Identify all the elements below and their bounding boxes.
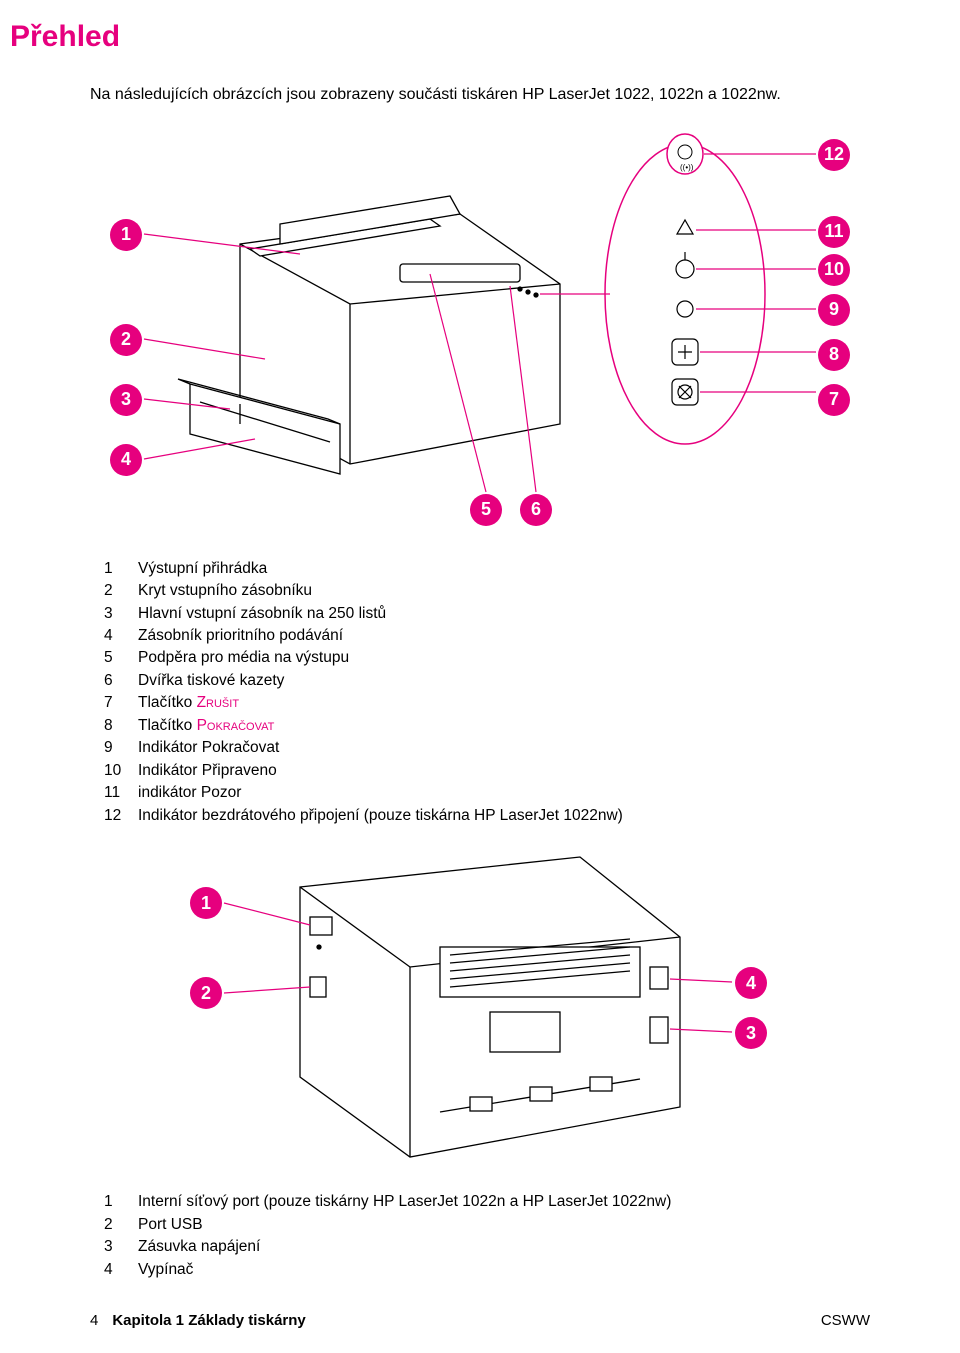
legend-text: Výstupní přihrádka xyxy=(138,558,267,580)
callout-2: 2 xyxy=(110,324,142,356)
legend-row: 2Port USB xyxy=(104,1214,870,1236)
legend-row: 11indikátor Pozor xyxy=(104,782,870,804)
rear-legend: 1Interní síťový port (pouze tiskárny HP … xyxy=(104,1191,870,1281)
footer-chapter: Kapitola 1 Základy tiskárny xyxy=(112,1312,305,1329)
legend-row: 1Interní síťový port (pouze tiskárny HP … xyxy=(104,1191,870,1213)
callout-11: 11 xyxy=(818,216,850,248)
legend-num: 5 xyxy=(104,647,138,669)
callout-10: 10 xyxy=(818,254,850,286)
callout-8: 8 xyxy=(818,339,850,371)
legend-row: 1Výstupní přihrádka xyxy=(104,558,870,580)
callout-9: 9 xyxy=(818,294,850,326)
legend-num: 4 xyxy=(104,625,138,647)
legend-text: Indikátor Připraveno xyxy=(138,760,277,782)
legend-text: Podpěra pro média na výstupu xyxy=(138,647,349,669)
legend-text: Port USB xyxy=(138,1214,203,1236)
printer-rear-svg xyxy=(180,847,780,1177)
legend-text: Indikátor bezdrátového připojení (pouze … xyxy=(138,805,623,827)
callout-5: 5 xyxy=(470,494,502,526)
callout-7: 7 xyxy=(818,384,850,416)
legend-text: indikátor Pozor xyxy=(138,782,241,804)
legend-row: 12Indikátor bezdrátového připojení (pouz… xyxy=(104,805,870,827)
legend-row: 6Dvířka tiskové kazety xyxy=(104,670,870,692)
legend-num: 11 xyxy=(104,782,138,804)
legend-text: Tlačítko Zrušit xyxy=(138,692,239,714)
legend-num: 3 xyxy=(104,603,138,625)
legend-text: Interní síťový port (pouze tiskárny HP L… xyxy=(138,1191,671,1213)
legend-num: 2 xyxy=(104,580,138,602)
page-title: Přehled xyxy=(10,20,870,54)
legend-text: Vypínač xyxy=(138,1259,193,1281)
callout-12: 12 xyxy=(818,139,850,171)
legend-row: 3Zásuvka napájení xyxy=(104,1236,870,1258)
legend-row: 7Tlačítko Zrušit xyxy=(104,692,870,714)
callout-3: 3 xyxy=(735,1017,767,1049)
page-footer: 4 Kapitola 1 Základy tiskárny CSWW xyxy=(0,1312,960,1329)
legend-row: 8Tlačítko Pokračovat xyxy=(104,715,870,737)
legend-row: 4Zásobník prioritního podávání xyxy=(104,625,870,647)
callout-4: 4 xyxy=(735,967,767,999)
rear-diagram: 1 2 3 4 xyxy=(180,847,780,1177)
legend-text: Zásobník prioritního podávání xyxy=(138,625,343,647)
callout-4: 4 xyxy=(110,444,142,476)
footer-right: CSWW xyxy=(821,1312,870,1329)
legend-num: 6 xyxy=(104,670,138,692)
legend-num: 1 xyxy=(104,1191,138,1213)
footer-page-number: 4 xyxy=(90,1312,98,1329)
legend-text: Indikátor Pokračovat xyxy=(138,737,279,759)
legend-row: 9Indikátor Pokračovat xyxy=(104,737,870,759)
small-caps-label: Pokračovat xyxy=(197,717,275,734)
legend-num: 10 xyxy=(104,760,138,782)
printer-front-svg: ((•)) xyxy=(100,124,860,544)
front-legend: 1Výstupní přihrádka2Kryt vstupního zásob… xyxy=(104,558,870,828)
legend-text: Kryt vstupního zásobníku xyxy=(138,580,312,602)
small-caps-label: Zrušit xyxy=(197,694,239,711)
legend-row: 10Indikátor Připraveno xyxy=(104,760,870,782)
intro-text: Na následujících obrázcích jsou zobrazen… xyxy=(90,84,870,106)
legend-row: 5Podpěra pro média na výstupu xyxy=(104,647,870,669)
front-diagram: ((•)) xyxy=(100,124,860,544)
legend-row: 3Hlavní vstupní zásobník na 250 listů xyxy=(104,603,870,625)
legend-row: 4Vypínač xyxy=(104,1259,870,1281)
legend-num: 8 xyxy=(104,715,138,737)
legend-text: Dvířka tiskové kazety xyxy=(138,670,284,692)
callout-2: 2 xyxy=(190,977,222,1009)
legend-num: 9 xyxy=(104,737,138,759)
callout-3: 3 xyxy=(110,384,142,416)
legend-text: Tlačítko Pokračovat xyxy=(138,715,274,737)
legend-row: 2Kryt vstupního zásobníku xyxy=(104,580,870,602)
callout-1: 1 xyxy=(190,887,222,919)
legend-num: 12 xyxy=(104,805,138,827)
legend-num: 2 xyxy=(104,1214,138,1236)
callout-1: 1 xyxy=(110,219,142,251)
callout-6: 6 xyxy=(520,494,552,526)
legend-num: 4 xyxy=(104,1259,138,1281)
svg-text:((•)): ((•)) xyxy=(680,163,694,172)
legend-text: Zásuvka napájení xyxy=(138,1236,260,1258)
legend-num: 7 xyxy=(104,692,138,714)
legend-num: 1 xyxy=(104,558,138,580)
legend-num: 3 xyxy=(104,1236,138,1258)
legend-text: Hlavní vstupní zásobník na 250 listů xyxy=(138,603,386,625)
